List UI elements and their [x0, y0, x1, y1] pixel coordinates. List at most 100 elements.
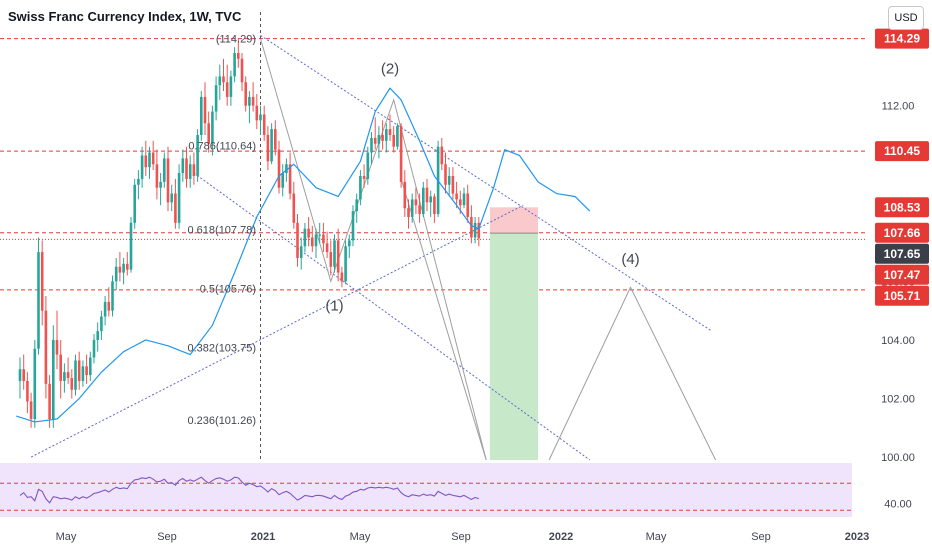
candle-body[interactable]	[177, 173, 181, 223]
candle-body[interactable]	[29, 401, 33, 420]
candle-body[interactable]	[270, 129, 273, 162]
candle-body[interactable]	[203, 96, 207, 124]
candle-body[interactable]	[63, 372, 66, 381]
candle-body[interactable]	[414, 199, 418, 206]
candle-body[interactable]	[196, 134, 199, 176]
candle-body[interactable]	[285, 164, 288, 174]
candle-body[interactable]	[459, 199, 462, 206]
candle-body[interactable]	[418, 205, 421, 215]
candle-body[interactable]	[151, 152, 155, 165]
candle-body[interactable]	[66, 372, 70, 379]
candle-body[interactable]	[55, 339, 59, 355]
candle-body[interactable]	[22, 369, 25, 381]
candle-body[interactable]	[188, 164, 192, 179]
candle-body[interactable]	[373, 137, 377, 144]
candle-body[interactable]	[366, 152, 370, 179]
candle-body[interactable]	[466, 193, 469, 217]
candle-body[interactable]	[307, 228, 310, 238]
candle-body[interactable]	[455, 193, 458, 200]
candle-body[interactable]	[211, 111, 214, 144]
candle-body[interactable]	[52, 339, 55, 420]
candle-body[interactable]	[444, 164, 447, 185]
candle-body[interactable]	[40, 252, 44, 311]
candle-body[interactable]	[251, 96, 255, 106]
candle-body[interactable]	[262, 114, 266, 135]
candle-body[interactable]	[103, 301, 107, 317]
candle-body[interactable]	[133, 184, 136, 223]
candle-body[interactable]	[333, 240, 336, 267]
candle-body[interactable]	[122, 263, 125, 273]
candle-body[interactable]	[244, 82, 247, 106]
candle-body[interactable]	[462, 193, 466, 206]
candle-body[interactable]	[200, 96, 203, 135]
take-profit-zone[interactable]	[489, 233, 538, 460]
wave-projection[interactable]	[548, 286, 717, 461]
trend-line[interactable]	[30, 204, 524, 458]
candle-body[interactable]	[26, 380, 29, 402]
candle-body[interactable]	[281, 173, 284, 188]
candle-body[interactable]	[81, 366, 85, 381]
candle-body[interactable]	[92, 339, 96, 358]
candle-body[interactable]	[255, 105, 259, 121]
candle-body[interactable]	[325, 243, 329, 253]
candle-body[interactable]	[163, 158, 166, 182]
candle-body[interactable]	[137, 178, 140, 185]
candle-body[interactable]	[174, 193, 177, 223]
candle-body[interactable]	[166, 158, 170, 203]
candle-body[interactable]	[89, 357, 92, 376]
candle-body[interactable]	[248, 96, 251, 106]
candle-body[interactable]	[392, 134, 395, 147]
candle-body[interactable]	[126, 263, 129, 270]
candle-body[interactable]	[18, 369, 22, 381]
candle-body[interactable]	[292, 193, 296, 223]
wave-path[interactable]	[400, 178, 487, 461]
candle-body[interactable]	[170, 193, 173, 203]
wave-path[interactable]	[260, 38, 487, 461]
candle-body[interactable]	[181, 158, 185, 174]
candle-body[interactable]	[399, 126, 403, 182]
candle-body[interactable]	[329, 252, 333, 267]
candle-body[interactable]	[299, 246, 303, 258]
candle-body[interactable]	[351, 211, 355, 241]
candle-body[interactable]	[348, 240, 351, 247]
candle-body[interactable]	[259, 114, 262, 121]
candle-body[interactable]	[74, 360, 77, 390]
candle-body[interactable]	[140, 155, 144, 179]
candle-body[interactable]	[59, 354, 62, 381]
candle-body[interactable]	[388, 129, 392, 135]
candle-body[interactable]	[70, 378, 74, 390]
candle-body[interactable]	[37, 252, 40, 349]
candle-body[interactable]	[381, 134, 384, 141]
candle-body[interactable]	[422, 187, 425, 215]
candle-body[interactable]	[425, 187, 429, 203]
candle-body[interactable]	[44, 310, 48, 384]
candle-body[interactable]	[48, 383, 51, 420]
candle-body[interactable]	[277, 149, 281, 188]
candle-body[interactable]	[303, 228, 307, 247]
candle-body[interactable]	[148, 152, 151, 168]
candle-body[interactable]	[114, 266, 118, 282]
candle-body[interactable]	[129, 222, 133, 270]
candle-body[interactable]	[233, 52, 236, 77]
candle-body[interactable]	[396, 126, 399, 147]
candle-body[interactable]	[96, 331, 99, 340]
candle-body[interactable]	[477, 222, 481, 239]
currency-button[interactable]: USD	[888, 6, 924, 30]
candle-body[interactable]	[218, 76, 222, 86]
candle-body[interactable]	[229, 76, 233, 97]
candle-body[interactable]	[155, 164, 159, 188]
candle-body[interactable]	[240, 58, 244, 83]
candle-body[interactable]	[207, 123, 210, 144]
candle-body[interactable]	[288, 164, 292, 194]
candle-body[interactable]	[403, 181, 407, 209]
trend-line[interactable]	[260, 35, 713, 332]
candle-body[interactable]	[314, 234, 318, 247]
time-axis[interactable]	[0, 520, 872, 550]
candle-body[interactable]	[296, 222, 299, 258]
candle-body[interactable]	[225, 82, 229, 97]
candle-body[interactable]	[429, 196, 432, 203]
candle-body[interactable]	[118, 266, 122, 273]
candle-body[interactable]	[85, 366, 88, 376]
candle-body[interactable]	[311, 237, 314, 247]
